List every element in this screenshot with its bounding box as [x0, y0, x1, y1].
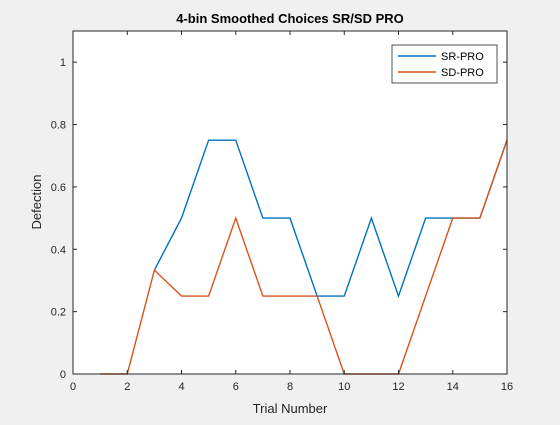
legend-label-sd-pro: SD-PRO: [441, 67, 484, 79]
x-tick-label: 10: [338, 381, 350, 393]
plot-area: [73, 31, 507, 374]
x-tick-label: 16: [501, 381, 513, 393]
legend-box: [391, 44, 498, 84]
legend: SR-PRO SD-PRO: [391, 44, 498, 84]
x-tick-label: 0: [70, 381, 76, 393]
series-line-sr-pro: [153, 139, 508, 299]
y-ticks: 0 0.2 0.4 0.6 0.8 1: [51, 57, 507, 381]
x-tick-label: 4: [178, 381, 184, 393]
legend-label-sr-pro: SR-PRO: [441, 51, 484, 63]
y-tick-label: 0.4: [51, 244, 66, 256]
y-axis-label: Defection: [29, 175, 44, 230]
x-tick-label: 6: [233, 381, 239, 393]
x-tick-label: 8: [287, 381, 293, 393]
x-ticks: 0 2 4 6 8 10 12 14 16: [70, 31, 513, 393]
y-tick-label: 0: [60, 369, 66, 381]
x-axis-label: Trial Number: [253, 401, 328, 416]
x-tick-label: 14: [447, 381, 459, 393]
y-tick-label: 0.2: [51, 307, 66, 319]
chart-title: 4-bin Smoothed Choices SR/SD PRO: [176, 11, 404, 26]
y-tick-label: 1: [60, 57, 66, 69]
x-tick-label: 2: [124, 381, 130, 393]
x-tick-label: 12: [392, 381, 404, 393]
y-tick-label: 0.8: [51, 120, 66, 132]
y-tick-label: 0.6: [51, 182, 66, 194]
series-layer: [100, 139, 508, 375]
series-line-sd-pro: [100, 139, 508, 375]
